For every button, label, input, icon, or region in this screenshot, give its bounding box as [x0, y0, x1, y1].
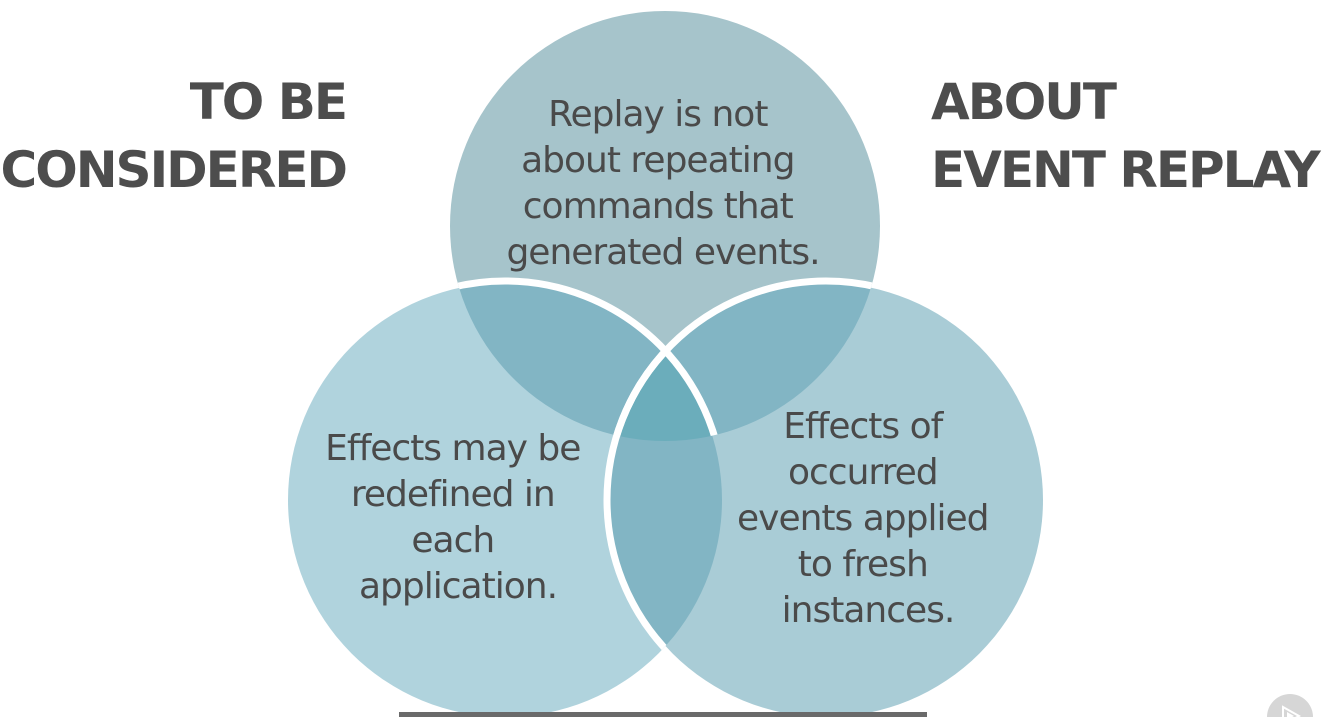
circle-left-line-2: redefined in [351, 474, 555, 515]
overlap-top-right [609, 283, 880, 441]
circle-left-line-4: application. [359, 566, 557, 607]
video-progress-bar[interactable] [399, 712, 927, 717]
circle-right-line-3: events applied [737, 498, 989, 539]
circle-right-line-5: instances. [782, 590, 955, 631]
circle-right-line-4: to fresh [798, 544, 928, 585]
left-heading-line-2: CONSIDERED [0, 141, 348, 199]
circle-left-line-3: each [411, 520, 494, 561]
circle-right-line-2: occurred [788, 452, 938, 493]
circle-top-line-3: commands that [523, 186, 794, 227]
left-heading-line-1: TO BE [189, 73, 348, 131]
right-heading: ABOUT EVENT REPLAY [931, 68, 1321, 204]
left-heading: TO BE CONSIDERED [0, 68, 348, 204]
circle-left-text: Effects may be redefined in each applica… [325, 428, 591, 607]
circle-top-line-2: about repeating [521, 140, 794, 181]
circle-top-line-1: Replay is not [548, 94, 768, 135]
circle-top-text: Replay is not about repeating commands t… [506, 94, 819, 273]
separator-arc-left [450, 277, 728, 441]
play-logo-icon [1267, 694, 1313, 717]
circle-right-line-1: Effects of [783, 406, 944, 447]
circle-left-line-1: Effects may be [325, 428, 580, 469]
right-heading-line-2: EVENT REPLAY [931, 141, 1321, 199]
right-heading-line-1: ABOUT [931, 73, 1117, 131]
circle-right-text: Effects of occurred events applied to fr… [737, 406, 999, 631]
separator-arc-right [603, 277, 880, 441]
separator-arc-center [603, 283, 722, 717]
circle-top-line-4: generated events. [506, 232, 819, 273]
overlap-top-left [450, 283, 722, 441]
